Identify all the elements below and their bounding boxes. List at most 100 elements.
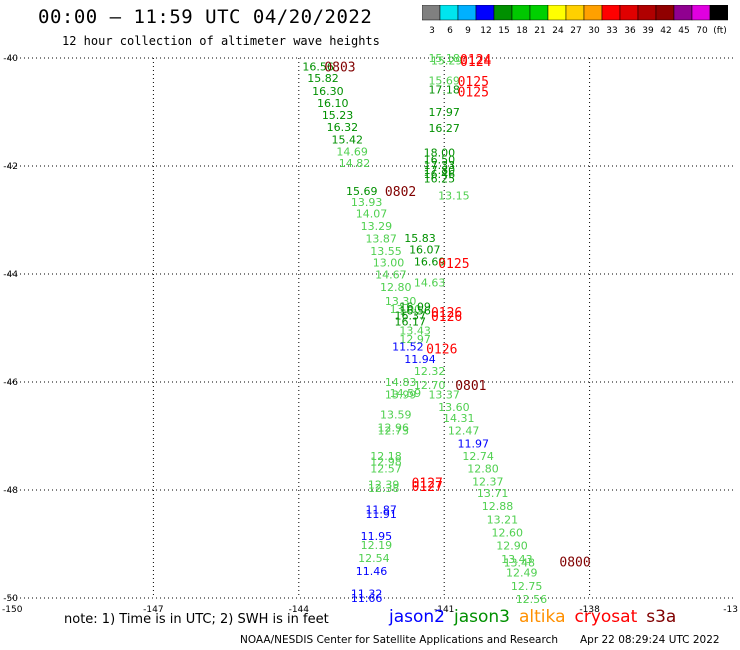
scale-label: 70	[696, 26, 708, 36]
wave-height-value: 18.00	[424, 147, 456, 160]
wave-height-value: 13.43	[399, 325, 431, 338]
wave-height-value: 16.17	[395, 316, 427, 329]
wave-height-value: 12.75	[511, 580, 543, 593]
wave-height-value: 15.82	[307, 72, 339, 85]
scale-label: 12	[480, 26, 491, 36]
pass-time-label: 0126	[431, 306, 462, 321]
wave-height-value: 14.69	[336, 145, 368, 158]
scale-label: 9	[465, 26, 471, 36]
scale-label: 30	[588, 26, 600, 36]
wave-height-value: 16.09	[399, 300, 431, 313]
wave-height-value: 11.52	[392, 340, 424, 353]
wave-height-value: 13.99	[385, 388, 417, 401]
units-note: note: 1) Time is in UTC; 2) SWH is in fe…	[64, 612, 329, 627]
wave-height-value: 12.90	[496, 540, 528, 553]
wave-height-value: 13.00	[390, 303, 422, 316]
wave-height-value: 16.30	[312, 85, 344, 98]
color-scale-labels: 3 6 9 12 15 18 21 24 27 30 33 36 39 42 45 70 (ft)	[429, 26, 727, 36]
wave-height-value: 12.32	[414, 365, 446, 378]
wave-height-value: 17.18	[428, 83, 460, 96]
wave-height-value: 17.80	[424, 164, 456, 177]
pass-time-label: 0126	[431, 310, 462, 325]
wave-height-value: 12.97	[399, 333, 431, 346]
wave-height-value: 12.47	[448, 425, 480, 438]
wave-height-value: 13.71	[477, 487, 509, 500]
wave-height-value: 14.07	[356, 208, 388, 221]
pass-time-label: 0127	[412, 480, 443, 495]
chart-title: 00:00 – 11:59 UTC 04/20/2022	[38, 6, 373, 28]
x-tick-label: -144	[289, 605, 310, 615]
legend-s3a: s3a	[646, 607, 677, 627]
wave-height-value: 14.31	[443, 412, 475, 425]
wave-height-value: 17.97	[428, 106, 460, 119]
wave-height-value: 13.48	[504, 556, 536, 569]
pass-time-label: 0800	[559, 555, 590, 570]
wave-height-value: 11.32	[351, 588, 383, 601]
wave-height-value: 15.29	[431, 55, 463, 68]
x-tick-label: -138	[579, 605, 600, 615]
satellite-legend: jason2 jason3 altika cryosat s3a	[389, 607, 685, 627]
wave-height-value: 13.55	[370, 245, 402, 258]
wave-height-value: 16.27	[428, 122, 460, 135]
scale-label: 42	[660, 26, 671, 36]
wave-height-value: 16.50	[424, 154, 456, 167]
wave-height-value: 12.18	[370, 450, 402, 463]
wave-height-value: 12.37	[472, 475, 504, 488]
pass-time-label: 0803	[324, 61, 355, 76]
footer-timestamp: Apr 22 08:29:24 UTC 2022	[580, 634, 720, 646]
wave-height-value: 13.15	[438, 190, 470, 203]
chart-subtitle: 12 hour collection of altimeter wave hei…	[62, 34, 380, 48]
y-tick-label: -44	[3, 270, 18, 280]
wave-height-value: 12.60	[491, 527, 523, 540]
y-tick-label: -46	[3, 378, 18, 388]
scale-label: 39	[642, 26, 654, 36]
wave-height-value: 12.88	[482, 500, 514, 513]
pass-time-label: 0125	[458, 85, 489, 100]
wave-height-value: 11.95	[361, 530, 393, 543]
wave-height-value: 12.19	[361, 539, 393, 552]
pass-time-label: 0125	[458, 75, 489, 90]
wave-height-value: 12.74	[462, 450, 494, 463]
wave-height-value: 14.59	[390, 387, 422, 400]
wave-height-value: 12.70	[414, 379, 446, 392]
y-tick-label: -40	[3, 54, 18, 64]
wave-height-value: 13.37	[428, 388, 460, 401]
wave-height-value: 12.98	[370, 455, 402, 468]
wave-height-value: 14.83	[385, 376, 417, 389]
scale-label: 24	[552, 26, 564, 36]
wave-height-value: 14.63	[414, 277, 446, 290]
wave-height-value: 17.33	[424, 159, 456, 172]
wave-height-value: 16.56	[302, 61, 334, 74]
scale-label: 27	[570, 26, 581, 36]
wave-height-value: 16.56	[399, 305, 431, 318]
wave-height-value: 16.37	[395, 310, 427, 323]
wave-height-value: 15.18	[428, 52, 460, 65]
wave-height-value: 12.80	[467, 462, 499, 475]
pass-time-label: 0127	[412, 476, 443, 491]
wave-height-value: 13.30	[385, 295, 417, 308]
wave-height-value: 11.66	[351, 592, 383, 605]
wave-height-value: 16.69	[414, 256, 446, 269]
y-tick-label: -48	[3, 486, 18, 496]
wave-height-value: 12.54	[358, 552, 390, 565]
scale-label: (ft)	[713, 26, 727, 36]
wave-height-value: 15.69	[346, 185, 378, 198]
wave-height-value: 12.80	[380, 281, 412, 294]
scale-label: 33	[606, 26, 617, 36]
wave-height-value: 13.43	[501, 553, 533, 566]
scale-label: 15	[498, 26, 509, 36]
wave-height-value: 12.73	[378, 425, 410, 438]
scale-label: 36	[624, 26, 636, 36]
scale-swatch	[709, 5, 728, 21]
wave-height-value: 15.23	[322, 109, 354, 122]
wave-height-value: 16.46	[424, 168, 456, 181]
wave-height-value: 12.39	[368, 479, 400, 492]
wave-height-value: 13.21	[487, 514, 519, 527]
wave-height-value: 13.00	[373, 257, 405, 270]
pass-time-label: 0126	[426, 343, 457, 358]
legend-cryosat: cryosat	[574, 607, 638, 627]
scale-label: 6	[447, 26, 453, 36]
wave-height-value: 12.57	[370, 462, 402, 475]
footer-credit: NOAA/NESDIS Center for Satellite Applica…	[240, 634, 558, 646]
